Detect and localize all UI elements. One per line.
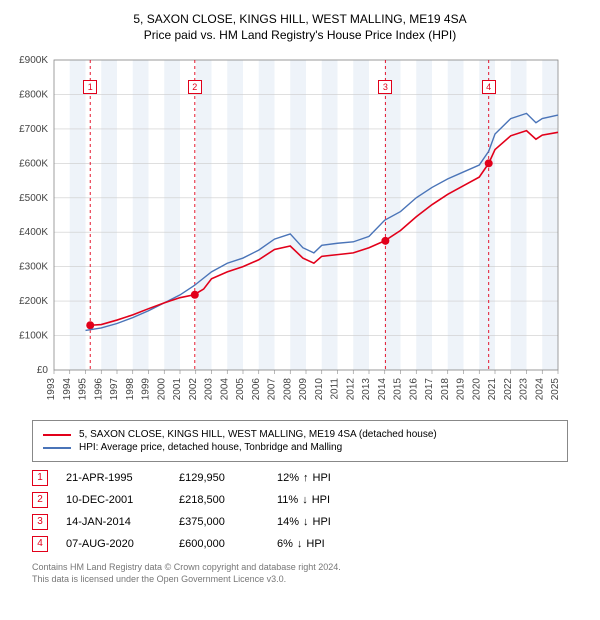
event-number: 1 <box>32 470 48 486</box>
arrow-down-icon: ↓ <box>303 516 309 528</box>
event-price: £375,000 <box>179 516 259 528</box>
event-diff: 11% ↓ HPI <box>277 494 330 506</box>
event-diff-pct: 14% <box>277 516 299 528</box>
svg-text:£300K: £300K <box>19 262 48 273</box>
arrow-up-icon: ↑ <box>303 472 309 484</box>
footer-attribution: Contains HM Land Registry data © Crown c… <box>32 562 568 585</box>
svg-text:2024: 2024 <box>534 378 545 401</box>
page-title: 5, SAXON CLOSE, KINGS HILL, WEST MALLING… <box>10 12 590 26</box>
svg-text:£400K: £400K <box>19 227 48 238</box>
event-diff-label: HPI <box>313 472 331 484</box>
event-marker-2: 2 <box>188 80 202 94</box>
footer-line-1: Contains HM Land Registry data © Crown c… <box>32 562 568 574</box>
svg-text:£100K: £100K <box>19 331 48 342</box>
event-date: 21-APR-1995 <box>66 472 161 484</box>
legend-swatch <box>43 447 71 449</box>
legend: 5, SAXON CLOSE, KINGS HILL, WEST MALLING… <box>32 420 568 462</box>
svg-text:2012: 2012 <box>345 378 356 401</box>
event-number: 3 <box>32 514 48 530</box>
event-price: £600,000 <box>179 538 259 550</box>
chart-svg: £0 £100K £200K £300K £400K £500K £600K £700K £80… <box>10 50 566 410</box>
svg-text:2016: 2016 <box>408 378 419 401</box>
svg-text:2020: 2020 <box>471 378 482 401</box>
event-price: £218,500 <box>179 494 259 506</box>
event-marker-1: 1 <box>83 80 97 94</box>
event-diff-label: HPI <box>313 516 331 528</box>
svg-text:2021: 2021 <box>487 378 498 401</box>
page-subtitle: Price paid vs. HM Land Registry's House … <box>10 28 590 42</box>
svg-text:1994: 1994 <box>62 378 73 401</box>
svg-text:2011: 2011 <box>330 378 341 400</box>
event-diff: 14% ↓ HPI <box>277 516 331 528</box>
event-row: 4 07-AUG-2020 £600,000 6% ↓HPI <box>32 536 568 552</box>
svg-text:2001: 2001 <box>172 378 183 401</box>
legend-label: 5, SAXON CLOSE, KINGS HILL, WEST MALLING… <box>79 429 437 440</box>
svg-text:1997: 1997 <box>109 378 120 401</box>
svg-text:1995: 1995 <box>78 378 89 401</box>
svg-text:2006: 2006 <box>251 378 262 401</box>
event-date: 07-AUG-2020 <box>66 538 161 550</box>
svg-text:2025: 2025 <box>550 378 561 401</box>
price-chart: £0 £100K £200K £300K £400K £500K £600K £700K £80… <box>10 50 590 410</box>
event-row: 1 21-APR-1995 £129,950 12% ↑ HPI <box>32 470 568 486</box>
event-diff-label: HPI <box>312 494 330 506</box>
event-row: 2 10-DEC-2001 £218,500 11% ↓ HPI <box>32 492 568 508</box>
event-table: 121-APR-1995£129,95012%↑HPI210-DEC-2001£… <box>32 470 568 552</box>
svg-text:2019: 2019 <box>456 378 467 401</box>
svg-text:1999: 1999 <box>141 378 152 401</box>
event-date: 10-DEC-2001 <box>66 494 161 506</box>
svg-text:£800K: £800K <box>19 89 48 100</box>
event-price: £129,950 <box>179 472 259 484</box>
svg-text:1996: 1996 <box>93 378 104 401</box>
svg-text:2013: 2013 <box>361 378 372 401</box>
legend-item: 5, SAXON CLOSE, KINGS HILL, WEST MALLING… <box>43 429 557 440</box>
svg-text:2004: 2004 <box>219 378 230 401</box>
svg-text:1998: 1998 <box>125 378 136 401</box>
svg-text:£700K: £700K <box>19 124 48 135</box>
arrow-down-icon: ↓ <box>297 538 303 550</box>
event-diff-pct: 6% <box>277 538 293 550</box>
svg-text:2002: 2002 <box>188 378 199 401</box>
event-diff-pct: 11% <box>277 494 298 506</box>
svg-text:£500K: £500K <box>19 193 48 204</box>
svg-text:2017: 2017 <box>424 378 435 401</box>
event-number: 2 <box>32 492 48 508</box>
svg-text:£200K: £200K <box>19 296 48 307</box>
svg-text:1993: 1993 <box>46 378 57 401</box>
event-diff: 6% ↓HPI <box>277 538 325 550</box>
svg-text:2018: 2018 <box>440 378 451 401</box>
event-diff: 12% ↑ HPI <box>277 472 331 484</box>
event-number: 4 <box>32 536 48 552</box>
event-diff-pct: 12% <box>277 472 299 484</box>
svg-text:£600K: £600K <box>19 158 48 169</box>
svg-text:2015: 2015 <box>393 378 404 401</box>
svg-text:2014: 2014 <box>377 378 388 401</box>
legend-swatch <box>43 434 71 436</box>
svg-text:£900K: £900K <box>19 55 48 66</box>
svg-text:2009: 2009 <box>298 378 309 401</box>
event-row: 3 14-JAN-2014 £375,000 14% ↓ HPI <box>32 514 568 530</box>
event-marker-4: 4 <box>482 80 496 94</box>
event-diff-label: HPI <box>306 538 324 550</box>
svg-text:2008: 2008 <box>282 378 293 401</box>
svg-text:2023: 2023 <box>519 378 530 401</box>
footer-line-2: This data is licensed under the Open Gov… <box>32 574 568 586</box>
legend-label: HPI: Average price, detached house, Tonb… <box>79 442 342 453</box>
event-date: 14-JAN-2014 <box>66 516 161 528</box>
svg-text:2000: 2000 <box>156 378 167 401</box>
legend-item: HPI: Average price, detached house, Tonb… <box>43 442 557 453</box>
svg-text:2005: 2005 <box>235 378 246 401</box>
svg-text:£0: £0 <box>37 365 49 376</box>
arrow-down-icon: ↓ <box>302 494 308 506</box>
svg-text:2003: 2003 <box>204 378 215 401</box>
svg-text:2022: 2022 <box>503 378 514 401</box>
svg-text:2010: 2010 <box>314 378 325 401</box>
event-marker-3: 3 <box>378 80 392 94</box>
svg-text:2007: 2007 <box>267 378 278 401</box>
